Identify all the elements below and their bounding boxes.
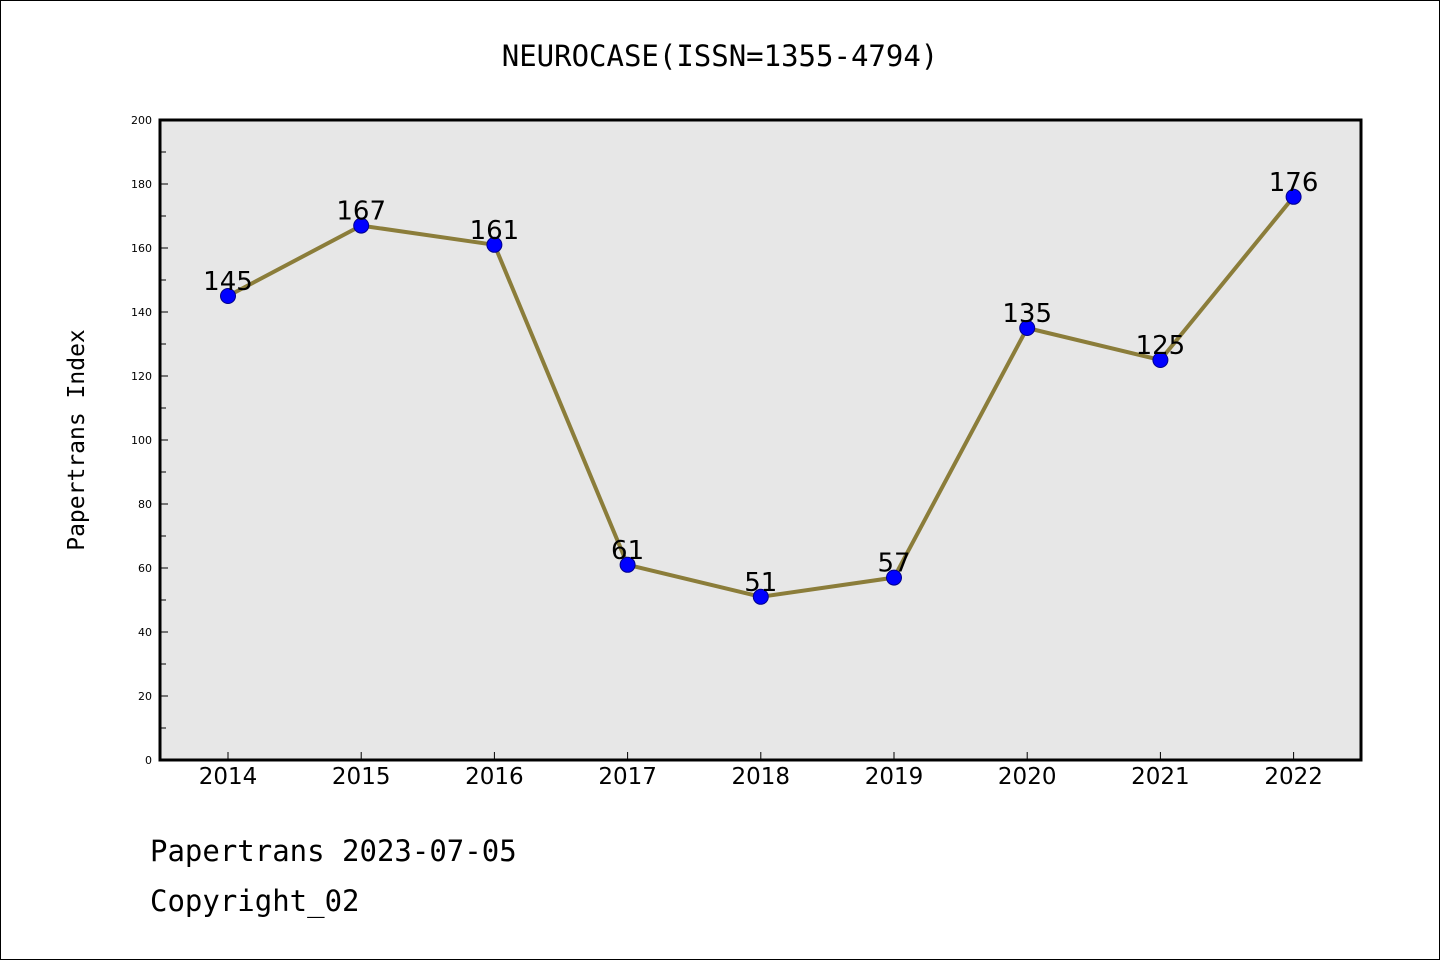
y-tick-label: 100 [131, 434, 152, 447]
data-markers [220, 188, 1302, 605]
x-tick-label: 2016 [465, 764, 524, 790]
data-label: 125 [1136, 331, 1186, 361]
data-label: 161 [470, 216, 520, 246]
data-point [886, 569, 902, 586]
y-tick-label: 0 [145, 754, 152, 767]
data-point [619, 556, 636, 573]
y-axis-label: Papertrans Index [64, 329, 90, 551]
data-point [353, 217, 370, 234]
x-tick-label: 2015 [332, 764, 391, 790]
y-tick-label: 120 [131, 370, 152, 383]
data-labels: 145 167 161 61 51 57 135 125 176 [203, 168, 1318, 598]
data-label: 61 [611, 536, 644, 566]
y-tick-label: 160 [131, 242, 152, 255]
data-label: 167 [336, 197, 386, 227]
y-tick-label: 140 [131, 306, 152, 319]
data-point [1019, 320, 1036, 336]
data-point [1285, 188, 1302, 205]
data-label: 176 [1269, 168, 1319, 198]
y-tick-label: 80 [138, 498, 152, 511]
x-tick-label: 2020 [998, 764, 1057, 790]
footer-copyright: Copyright_02 [150, 884, 360, 918]
y-tick-label: 200 [131, 114, 152, 127]
footer-date: Papertrans 2023-07-05 [150, 834, 517, 868]
x-axis: 2014 2015 2016 2017 2018 2019 2020 2021 2022 [199, 752, 1323, 790]
data-label: 145 [203, 267, 253, 297]
data-point [220, 288, 236, 304]
y-axis: 0 20 40 60 80 100 120 140 160 180 200 [131, 114, 168, 767]
y-tick-label: 20 [138, 690, 152, 703]
chart-title: NEUROCASE(ISSN=1355-4794) [502, 39, 939, 73]
x-tick-label: 2017 [598, 764, 657, 790]
data-label: 51 [744, 568, 777, 598]
x-tick-label: 2014 [199, 764, 258, 790]
y-tick-label: 60 [138, 562, 152, 575]
data-label: 57 [877, 549, 910, 579]
x-tick-label: 2022 [1264, 764, 1323, 790]
data-point [1152, 352, 1169, 368]
x-tick-label: 2019 [865, 764, 924, 790]
x-tick-label: 2021 [1131, 764, 1190, 790]
data-label: 135 [1002, 299, 1052, 329]
x-tick-label: 2018 [732, 764, 791, 790]
data-point [486, 236, 503, 253]
data-point [752, 588, 769, 605]
y-tick-label: 180 [131, 178, 152, 191]
y-tick-label: 40 [138, 626, 152, 639]
